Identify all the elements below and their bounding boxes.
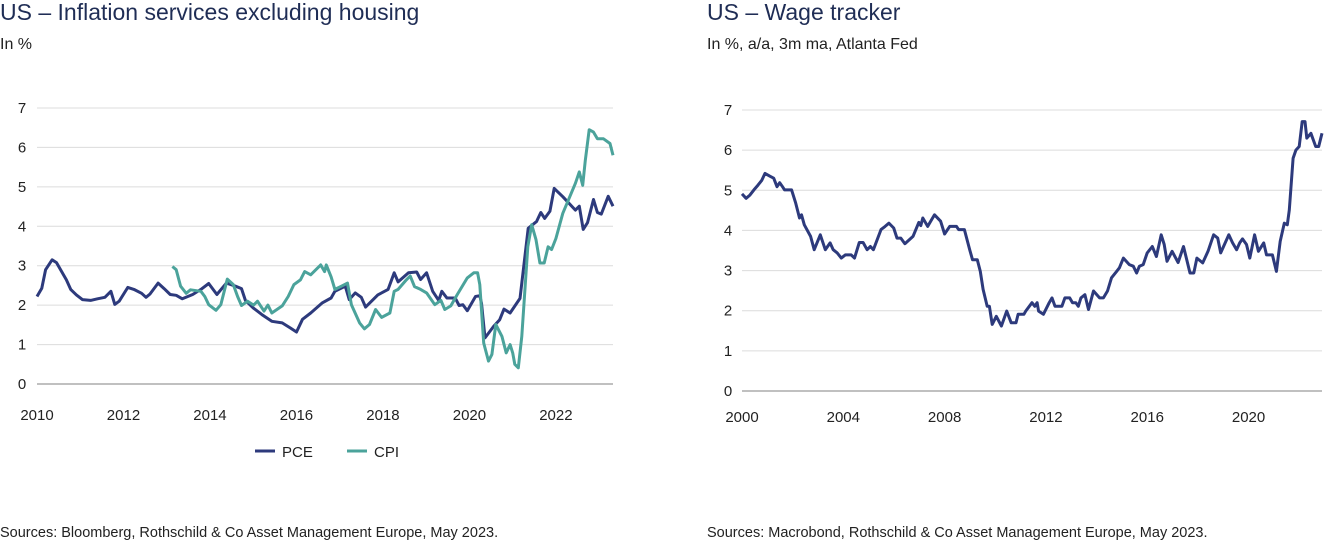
x-tick-label: 2012	[107, 407, 140, 424]
chart-title: US – Inflation services excluding housin…	[0, 0, 419, 25]
x-tick-label: 2022	[539, 407, 572, 424]
chart-subtitle: In %, a/a, 3m ma, Atlanta Fed	[707, 36, 918, 53]
x-tick-label: 2020	[1232, 409, 1265, 426]
y-tick-label: 5	[724, 182, 732, 199]
y-tick-label: 0	[724, 383, 732, 400]
y-tick-label: 7	[724, 102, 732, 119]
source-note: Sources: Macrobond, Rothschild & Co Asse…	[707, 525, 1208, 541]
series-line-cpi	[171, 128, 615, 370]
x-tick-label: 2008	[928, 409, 961, 426]
legend-label-cpi: CPI	[374, 444, 399, 461]
legend-item-pce: PCE	[255, 444, 313, 461]
legend-item-cpi: CPI	[347, 444, 399, 461]
x-tick-label: 2018	[366, 407, 399, 424]
y-tick-label: 4	[724, 222, 732, 239]
chart-subtitle: In %	[0, 36, 32, 53]
chart-title: US – Wage tracker	[707, 0, 901, 25]
x-tick-label: 2016	[280, 407, 313, 424]
x-tick-label: 2014	[193, 407, 226, 424]
series-line-wage-tracker	[740, 120, 1324, 328]
y-tick-label: 1	[724, 343, 732, 360]
legend-label-pce: PCE	[282, 444, 313, 461]
legend: PCE CPI	[255, 444, 399, 461]
y-tick-label: 2	[724, 303, 732, 320]
y-tick-label: 7	[18, 100, 26, 117]
x-tick-label: 2020	[453, 407, 486, 424]
x-tick-label: 2012	[1029, 409, 1062, 426]
x-tick-label: 2000	[725, 409, 758, 426]
x-tick-label: 2016	[1131, 409, 1164, 426]
y-tick-label: 3	[18, 258, 26, 275]
y-tick-label: 2	[18, 297, 26, 314]
y-tick-label: 6	[18, 139, 26, 156]
y-tick-label: 0	[18, 376, 26, 393]
x-tick-label: 2004	[827, 409, 860, 426]
wage-tracker-chart: US – Wage tracker In %, a/a, 3m ma, Atla…	[707, 0, 1324, 541]
source-note: Sources: Bloomberg, Rothschild & Co Asse…	[0, 525, 498, 541]
y-tick-label: 4	[18, 218, 26, 235]
y-tick-label: 5	[18, 179, 26, 196]
y-tick-label: 3	[724, 263, 732, 280]
inflation-services-chart: US – Inflation services excluding housin…	[0, 0, 615, 541]
series-line-pce	[35, 186, 615, 340]
y-tick-label: 1	[18, 337, 26, 354]
x-tick-label: 2010	[20, 407, 53, 424]
y-tick-label: 6	[724, 142, 732, 159]
